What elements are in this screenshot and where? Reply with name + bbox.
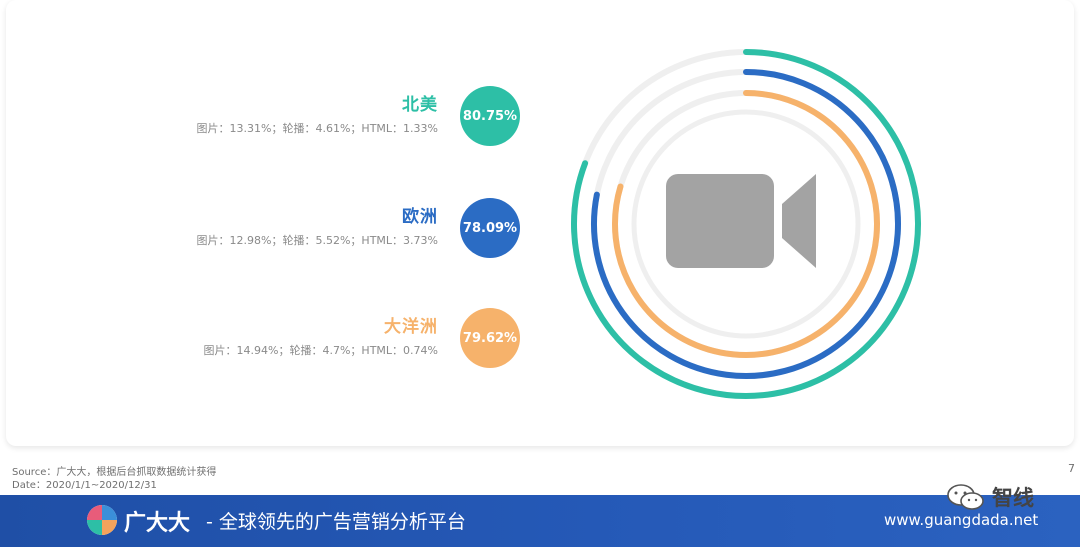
inner-ring <box>631 109 861 339</box>
value-badge: 80.75% <box>460 86 520 146</box>
footer-url[interactable]: www.guangdada.net <box>884 511 1039 529</box>
camera-body <box>666 174 774 268</box>
page-number: 7 <box>1068 462 1075 475</box>
region-europe: 欧洲 图片：12.98%；轮播：5.52%；HTML：3.73% 78.09% <box>0 188 520 288</box>
ring-layer <box>571 49 921 399</box>
ring-arc-欧洲 <box>591 69 901 379</box>
source-note: Source：广大大，根据后台抓取数据统计获得 <box>12 467 217 478</box>
date-note: Date：2020/1/1~2020/12/31 <box>12 480 157 491</box>
region-north-america: 北美 图片：13.31%；轮播：4.61%；HTML：1.33% 80.75% <box>0 76 520 176</box>
brand-logo-icon <box>87 505 117 535</box>
region-detail: 图片：14.94%；轮播：4.7%；HTML：0.74% <box>203 344 438 357</box>
radial-ring-chart <box>571 49 921 399</box>
footer-brand: 广大大 <box>124 511 191 536</box>
video-camera-icon <box>666 174 816 268</box>
value-badge: 79.62% <box>460 308 520 368</box>
wechat-icon <box>947 484 984 510</box>
footer-slogan: - 全球领先的广告营销分析平台 <box>206 511 466 533</box>
camera-lens <box>782 174 816 268</box>
region-detail: 图片：12.98%；轮播：5.52%；HTML：3.73% <box>196 234 438 247</box>
region-detail: 图片：13.31%；轮播：4.61%；HTML：1.33% <box>196 122 438 135</box>
region-name: 大洋洲 <box>384 317 438 337</box>
region-oceania: 大洋洲 图片：14.94%；轮播：4.7%；HTML：0.74% 79.62% <box>0 298 520 398</box>
footer-bar: 广大大 - 全球领先的广告营销分析平台 www.guangdada.net <box>0 495 1080 547</box>
ring-arc-大洋洲 <box>612 90 880 358</box>
region-name: 欧洲 <box>402 207 438 227</box>
ring-arc-北美 <box>571 49 921 399</box>
region-name: 北美 <box>402 95 438 115</box>
value-badge: 78.09% <box>460 198 520 258</box>
watermark-badge: 智线 <box>946 482 1034 512</box>
watermark-label: 智线 <box>992 486 1034 510</box>
